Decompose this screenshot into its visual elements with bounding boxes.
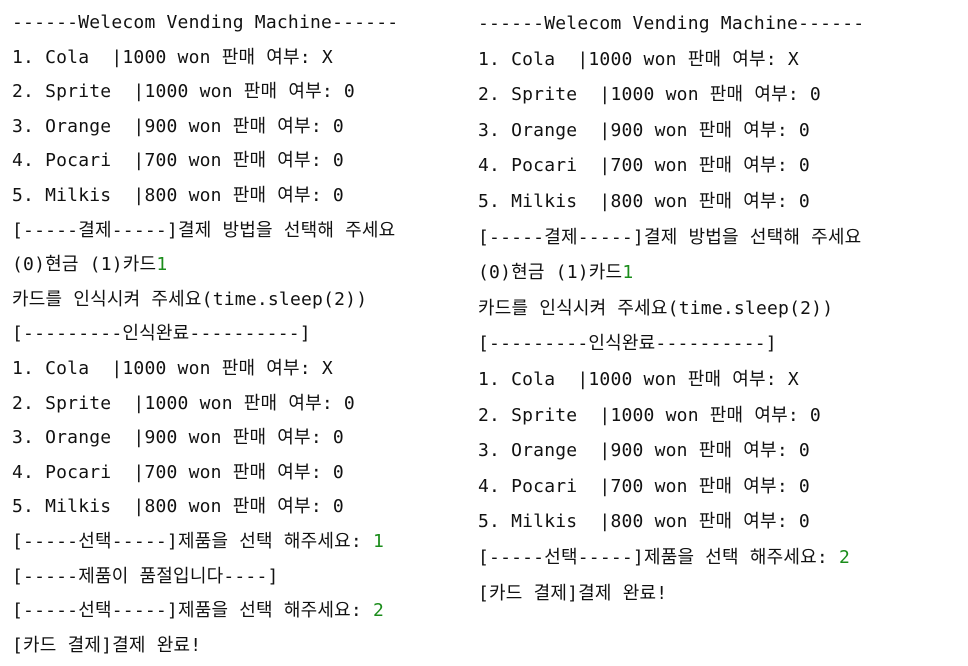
console-text: [-----제품이 품절입니다----]: [12, 565, 279, 587]
console-text: [카드 결제]결제 완료!: [478, 582, 668, 604]
console-text: [-----선택-----]제품을 선택 해주세요:: [12, 600, 373, 622]
console-text: [-----선택-----]제품을 선택 해주세요:: [478, 546, 839, 568]
console-line: (0)현금 (1)카드1: [12, 248, 482, 283]
console-line: 1. Cola |1000 won 판매 여부: X: [478, 42, 948, 78]
console-text: 2. Sprite |1000 won 판매 여부: 0: [478, 84, 821, 106]
console-line: 4. Pocari |700 won 판매 여부: 0: [12, 144, 482, 179]
console-line: 4. Pocari |700 won 판매 여부: 0: [478, 148, 948, 184]
console-text: [-----선택-----]제품을 선택 해주세요:: [12, 530, 373, 552]
console-line: 5. Milkis |800 won 판매 여부: 0: [12, 179, 482, 214]
console-line: 3. Orange |900 won 판매 여부: 0: [478, 433, 948, 469]
console-text: 카드를 인식시켜 주세요(time.sleep(2)): [478, 297, 834, 319]
console-line: [카드 결제]결제 완료!: [12, 629, 482, 664]
console-line: 3. Orange |900 won 판매 여부: 0: [478, 113, 948, 149]
console-line: 5. Milkis |800 won 판매 여부: 0: [478, 184, 948, 220]
console-text: 3. Orange |900 won 판매 여부: 0: [12, 115, 344, 137]
console-text: 4. Pocari |700 won 판매 여부: 0: [478, 475, 810, 497]
user-input-value: 2: [372, 600, 384, 622]
terminal-output-right: ------Welecom Vending Machine------ 1. Co…: [478, 6, 948, 611]
console-text: 5. Milkis |800 won 판매 여부: 0: [478, 511, 810, 533]
console-line: 5. Milkis |800 won 판매 여부: 0: [12, 490, 482, 525]
console-line: 4. Pocari |700 won 판매 여부: 0: [12, 456, 482, 491]
console-line: 2. Sprite |1000 won 판매 여부: 0: [478, 398, 948, 434]
terminal-output-left: ------Welecom Vending Machine------ 1. Co…: [12, 6, 482, 663]
console-line: 1. Cola |1000 won 판매 여부: X: [478, 362, 948, 398]
console-text: ------Welecom Vending Machine------: [478, 13, 865, 34]
console-text: 3. Orange |900 won 판매 여부: 0: [12, 427, 344, 449]
console-text: 4. Pocari |700 won 판매 여부: 0: [478, 155, 810, 177]
console-line: [-----결제-----]결제 방법을 선택해 주세요: [12, 214, 482, 249]
console-line: ------Welecom Vending Machine------: [12, 6, 482, 41]
console-text: [-----결제-----]결제 방법을 선택해 주세요: [12, 219, 396, 241]
console-line: 카드를 인식시켜 주세요(time.sleep(2)): [478, 291, 948, 327]
console-line: 2. Sprite |1000 won 판매 여부: 0: [12, 387, 482, 422]
console-text: [---------인식완료----------]: [12, 323, 311, 345]
console-line: 3. Orange |900 won 판매 여부: 0: [12, 421, 482, 456]
console-line: 2. Sprite |1000 won 판매 여부: 0: [478, 77, 948, 113]
console-line: [-----선택-----]제품을 선택 해주세요: 2: [12, 594, 482, 629]
console-text: 1. Cola |1000 won 판매 여부: X: [478, 48, 799, 70]
console-line: (0)현금 (1)카드1: [478, 255, 948, 291]
console-text: [-----결제-----]결제 방법을 선택해 주세요: [478, 226, 862, 248]
console-text: 4. Pocari |700 won 판매 여부: 0: [12, 461, 344, 483]
console-line: 카드를 인식시켜 주세요(time.sleep(2)): [12, 283, 482, 318]
console-text: [카드 결제]결제 완료!: [12, 634, 202, 656]
console-line: [-----선택-----]제품을 선택 해주세요: 2: [478, 540, 948, 576]
console-text: 2. Sprite |1000 won 판매 여부: 0: [12, 392, 355, 414]
user-input-value: 1: [622, 262, 634, 284]
console-text: 1. Cola |1000 won 판매 여부: X: [478, 368, 799, 390]
console-line: [-----결제-----]결제 방법을 선택해 주세요: [478, 220, 948, 256]
console-line: 2. Sprite |1000 won 판매 여부: 0: [12, 75, 482, 110]
console-line: 5. Milkis |800 won 판매 여부: 0: [478, 504, 948, 540]
console-text: 카드를 인식시켜 주세요(time.sleep(2)): [12, 288, 368, 310]
console-line: [---------인식완료----------]: [478, 326, 948, 362]
console-text: 2. Sprite |1000 won 판매 여부: 0: [12, 81, 355, 103]
console-text: (0)현금 (1)카드: [478, 262, 623, 284]
console-text: 5. Milkis |800 won 판매 여부: 0: [12, 496, 344, 518]
console-text: [---------인식완료----------]: [478, 333, 777, 355]
console-text: 3. Orange |900 won 판매 여부: 0: [478, 440, 810, 462]
console-text: 1. Cola |1000 won 판매 여부: X: [12, 357, 333, 379]
console-line: [-----제품이 품절입니다----]: [12, 560, 482, 595]
console-line: 1. Cola |1000 won 판매 여부: X: [12, 352, 482, 387]
console-line: [-----선택-----]제품을 선택 해주세요: 1: [12, 525, 482, 560]
console-text: ------Welecom Vending Machine------: [12, 12, 399, 33]
console-text: 1. Cola |1000 won 판매 여부: X: [12, 46, 333, 68]
console-text: 5. Milkis |800 won 판매 여부: 0: [478, 190, 810, 212]
console-line: ------Welecom Vending Machine------: [478, 6, 948, 42]
console-line: 3. Orange |900 won 판매 여부: 0: [12, 110, 482, 145]
console-line: 1. Cola |1000 won 판매 여부: X: [12, 41, 482, 76]
console-line: [---------인식완료----------]: [12, 317, 482, 352]
console-text: 5. Milkis |800 won 판매 여부: 0: [12, 184, 344, 206]
user-input-value: 2: [838, 546, 850, 568]
console-line: 4. Pocari |700 won 판매 여부: 0: [478, 469, 948, 505]
user-input-value: 1: [372, 530, 384, 552]
user-input-value: 1: [156, 254, 168, 276]
console-text: (0)현금 (1)카드: [12, 254, 157, 276]
console-line: [카드 결제]결제 완료!: [478, 576, 948, 612]
console-text: 2. Sprite |1000 won 판매 여부: 0: [478, 404, 821, 426]
console-text: 3. Orange |900 won 판매 여부: 0: [478, 119, 810, 141]
console-text: 4. Pocari |700 won 판매 여부: 0: [12, 150, 344, 172]
